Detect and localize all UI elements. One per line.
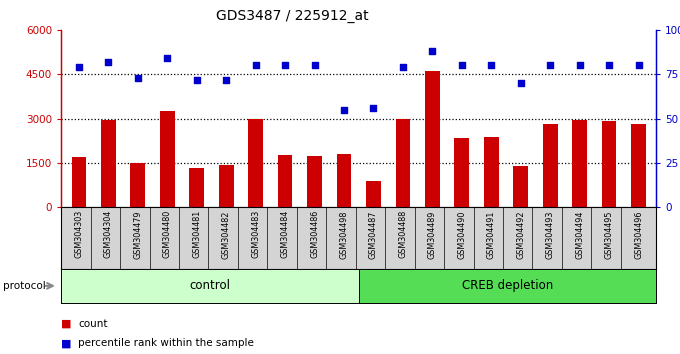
Text: GSM304481: GSM304481 [192,210,201,258]
Bar [631,124,646,207]
Point [486,63,496,68]
Point [309,63,320,68]
Point [515,80,526,86]
Bar [366,181,381,207]
Bar [248,120,263,207]
Text: GSM304492: GSM304492 [516,210,525,259]
Text: GSM304488: GSM304488 [398,210,407,258]
Text: GSM304484: GSM304484 [281,210,290,258]
Bar [219,165,233,207]
Point [545,63,556,68]
Text: GSM304498: GSM304498 [339,210,348,258]
Text: GSM304303: GSM304303 [74,210,84,258]
Point [397,64,408,70]
Text: GDS3487 / 225912_at: GDS3487 / 225912_at [216,9,369,23]
Text: CREB depletion: CREB depletion [462,279,553,292]
Point [279,63,290,68]
Point [633,63,644,68]
Point [604,63,615,68]
Point [162,56,173,61]
Bar [277,155,292,207]
Text: GSM304493: GSM304493 [545,210,555,258]
Bar [484,137,498,207]
Bar [131,164,145,207]
Bar [602,121,617,207]
Text: GSM304491: GSM304491 [487,210,496,258]
Point [427,48,438,54]
Point [73,64,84,70]
Bar [396,119,410,207]
Bar [454,138,469,207]
Text: GSM304483: GSM304483 [251,210,260,258]
Text: ■: ■ [61,319,71,329]
Point [456,63,467,68]
Bar [573,120,587,207]
Text: GSM304486: GSM304486 [310,210,319,258]
Text: GSM304487: GSM304487 [369,210,378,258]
Text: control: control [190,279,231,292]
Bar [513,166,528,207]
Point [221,77,232,82]
Text: GSM304490: GSM304490 [457,210,466,258]
Point [191,77,202,82]
Bar [425,72,440,207]
Point [339,107,350,113]
Bar [71,157,86,207]
Point [250,63,261,68]
Bar [337,154,352,207]
Point [103,59,114,65]
Text: GSM304479: GSM304479 [133,210,142,259]
Text: GSM304494: GSM304494 [575,210,584,258]
Bar [543,124,558,207]
Text: count: count [78,319,107,329]
Bar [160,111,175,207]
Bar [307,156,322,207]
Text: GSM304480: GSM304480 [163,210,172,258]
Text: ■: ■ [61,338,71,348]
Text: percentile rank within the sample: percentile rank within the sample [78,338,254,348]
Text: GSM304489: GSM304489 [428,210,437,258]
Point [133,75,143,81]
Bar [101,120,116,207]
Bar [189,168,204,207]
Text: GSM304495: GSM304495 [605,210,613,259]
Text: GSM304496: GSM304496 [634,210,643,258]
Point [574,63,585,68]
Text: GSM304482: GSM304482 [222,210,231,258]
Text: GSM304304: GSM304304 [104,210,113,258]
Point [368,105,379,111]
Text: protocol: protocol [3,281,46,291]
